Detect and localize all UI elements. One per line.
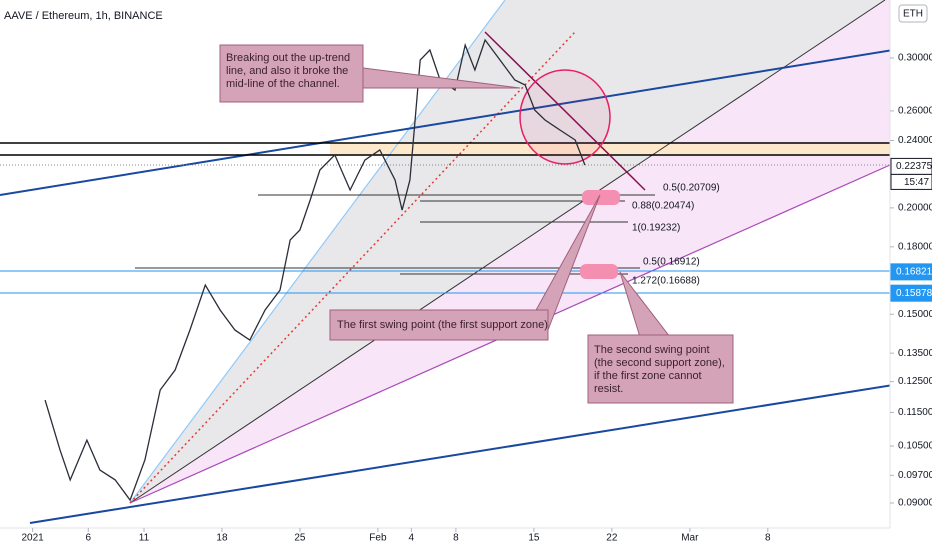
x-tick-label: Feb xyxy=(369,533,387,544)
y-tick-label: 0.30000 xyxy=(898,53,932,64)
currency-button[interactable] xyxy=(898,4,928,23)
callout xyxy=(587,334,734,404)
price-label-box xyxy=(890,284,932,302)
annotation-text: The second swing point xyxy=(594,344,710,356)
currency-label[interactable]: ETH xyxy=(903,9,923,20)
x-tick-label: 2021 xyxy=(21,533,44,544)
x-tick-label: 8 xyxy=(453,533,459,544)
plot xyxy=(44,38,586,502)
y-tick-label: 0.26000 xyxy=(898,106,932,117)
support-zone xyxy=(580,264,618,279)
y-tick-label: 0.15000 xyxy=(898,309,932,320)
channel-line xyxy=(29,384,894,524)
annotation-text: Breaking out the up-trend xyxy=(226,52,350,64)
annotation-text: resist. xyxy=(594,383,623,395)
callout xyxy=(329,309,549,341)
channel-fill xyxy=(130,0,890,503)
y-tick-label: 0.13500 xyxy=(898,348,932,359)
x-tick-label: 15 xyxy=(528,533,540,544)
x-tick-label: 22 xyxy=(606,533,618,544)
annotation-text: (the second support zone), xyxy=(594,357,725,369)
price-label: 0.16821 xyxy=(896,267,932,278)
price-label: 0.15878 xyxy=(896,288,932,299)
annotation-text: if the first zone cannot xyxy=(594,370,702,382)
y-tick-label: 0.12500 xyxy=(898,376,932,387)
x-tick-label: 8 xyxy=(765,533,771,544)
trend-line xyxy=(129,0,886,504)
y-tick-label: 0.24000 xyxy=(898,135,932,146)
y-tick-label: 0.11500 xyxy=(898,407,932,418)
fib-label: 1.272(0.16688) xyxy=(632,276,700,287)
drawings xyxy=(0,0,894,524)
annotation-text: mid-line of the channel. xyxy=(226,78,340,90)
price-label: 0.22375 xyxy=(896,161,932,172)
time-axis xyxy=(0,528,932,550)
fib-label: 0.5(0.20709) xyxy=(663,183,720,194)
fib-label: 0.5(0.16912) xyxy=(643,257,700,268)
x-tick-label: 4 xyxy=(409,533,415,544)
annotation-text: line, and also it broke the xyxy=(226,65,348,77)
x-tick-label: 6 xyxy=(86,533,92,544)
x-tick-label: 25 xyxy=(294,533,306,544)
y-tick-label: 0.20000 xyxy=(898,203,932,214)
x-tick-label: Mar xyxy=(681,533,699,544)
callout xyxy=(219,44,364,103)
y-tick-label: 0.18000 xyxy=(898,241,932,252)
fib-label: 1(0.19232) xyxy=(632,223,680,234)
price-line xyxy=(44,38,586,502)
support-zone xyxy=(582,190,620,205)
fib-label: 0.88(0.20474) xyxy=(632,201,694,212)
x-tick-label: 11 xyxy=(139,533,150,544)
channel-line xyxy=(0,49,894,196)
x-tick-label: 18 xyxy=(216,533,228,544)
countdown-box xyxy=(890,173,932,190)
y-tick-label: 0.09700 xyxy=(898,470,932,481)
highlight-circle xyxy=(519,69,611,165)
annotation-text: The first swing point (the first support… xyxy=(337,319,548,331)
chart-title: AAVE / Ethereum, 1h, BINANCE xyxy=(4,10,163,22)
y-tick-label: 0.09000 xyxy=(898,498,932,509)
y-tick-label: 0.10500 xyxy=(898,441,932,452)
countdown: 15:47 xyxy=(904,177,929,188)
price-label-box xyxy=(890,263,932,281)
trend-line xyxy=(484,31,646,191)
zone xyxy=(330,143,890,156)
